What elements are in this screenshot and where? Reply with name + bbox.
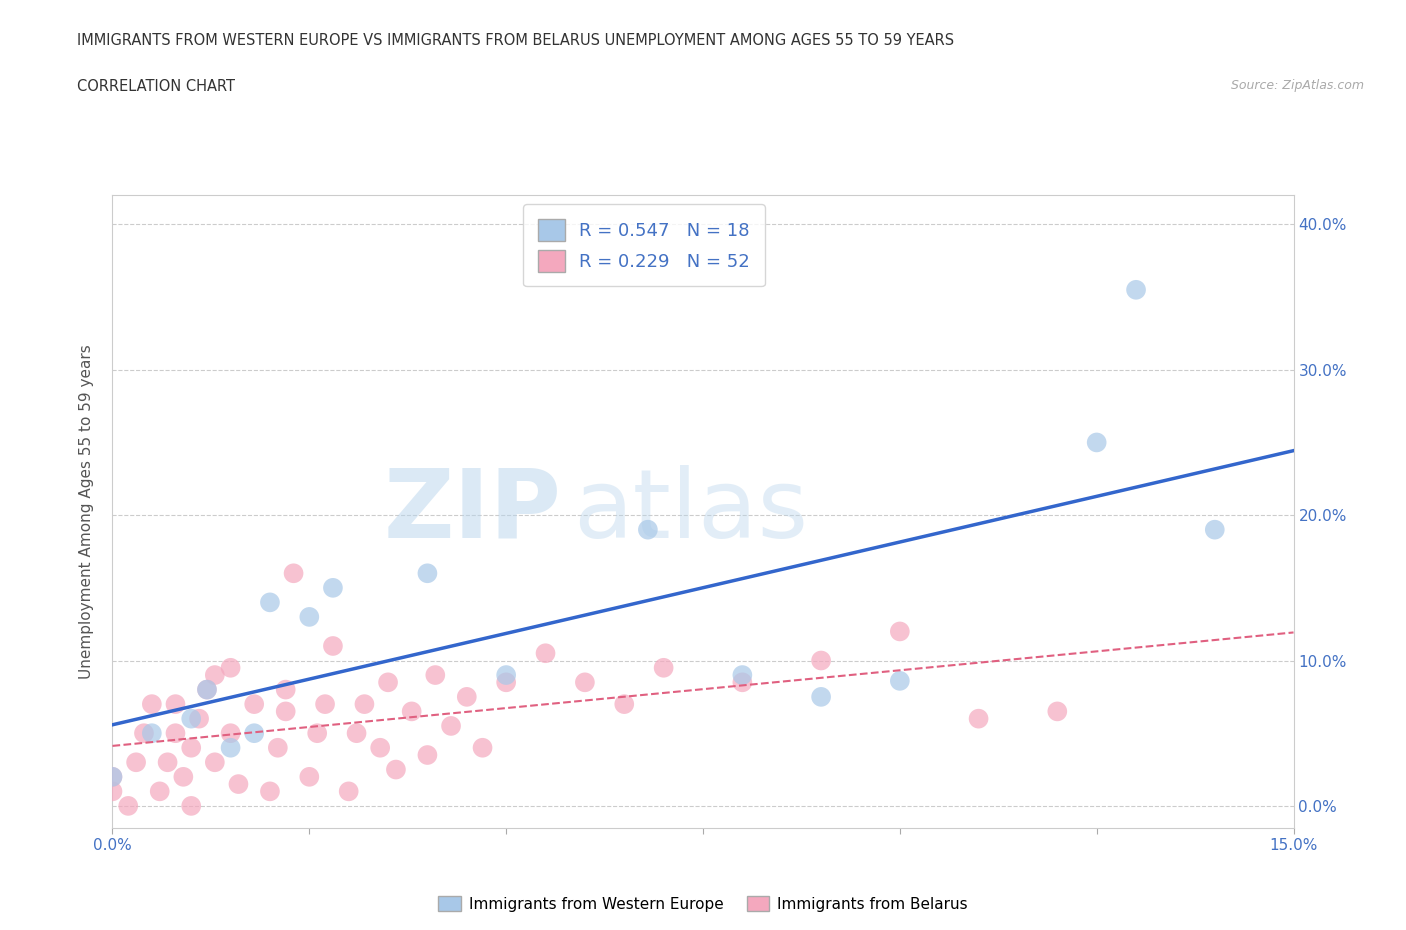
Point bbox=[810, 689, 832, 704]
Text: Source: ZipAtlas.com: Source: ZipAtlas.com bbox=[1230, 79, 1364, 92]
Point bbox=[731, 675, 754, 690]
Point bbox=[416, 748, 439, 763]
Text: IMMIGRANTS FROM WESTERN EUROPE VS IMMIGRANTS FROM BELARUS UNEMPLOYMENT AMONG AGE: IMMIGRANTS FROM WESTERN EUROPE VS IMMIGR… bbox=[77, 33, 955, 47]
Point bbox=[1125, 283, 1147, 298]
Point bbox=[195, 682, 218, 697]
Text: ZIP: ZIP bbox=[384, 465, 561, 558]
Point bbox=[967, 711, 990, 726]
Point bbox=[149, 784, 172, 799]
Point bbox=[219, 740, 242, 755]
Point bbox=[204, 668, 226, 683]
Point bbox=[101, 784, 124, 799]
Point bbox=[307, 725, 329, 740]
Point bbox=[165, 725, 187, 740]
Point bbox=[141, 697, 163, 711]
Point bbox=[1085, 435, 1108, 450]
Point bbox=[259, 784, 281, 799]
Y-axis label: Unemployment Among Ages 55 to 59 years: Unemployment Among Ages 55 to 59 years bbox=[79, 344, 94, 679]
Point bbox=[101, 769, 124, 784]
Point bbox=[283, 565, 305, 580]
Point bbox=[425, 668, 447, 683]
Point bbox=[810, 653, 832, 668]
Point bbox=[495, 675, 517, 690]
Point bbox=[377, 675, 399, 690]
Point bbox=[346, 725, 368, 740]
Point bbox=[613, 697, 636, 711]
Point bbox=[637, 523, 659, 538]
Legend: R = 0.547   N = 18, R = 0.229   N = 52: R = 0.547 N = 18, R = 0.229 N = 52 bbox=[523, 205, 765, 286]
Point bbox=[298, 609, 321, 624]
Point bbox=[652, 660, 675, 675]
Point bbox=[368, 740, 391, 755]
Point bbox=[322, 580, 344, 595]
Text: CORRELATION CHART: CORRELATION CHART bbox=[77, 79, 235, 94]
Point bbox=[314, 697, 336, 711]
Point bbox=[274, 682, 297, 697]
Point bbox=[180, 799, 202, 814]
Point bbox=[156, 755, 179, 770]
Point bbox=[219, 660, 242, 675]
Point bbox=[274, 704, 297, 719]
Point bbox=[322, 639, 344, 654]
Point bbox=[117, 799, 139, 814]
Point bbox=[228, 777, 250, 791]
Point bbox=[180, 740, 202, 755]
Text: atlas: atlas bbox=[574, 465, 808, 558]
Point bbox=[456, 689, 478, 704]
Point bbox=[298, 769, 321, 784]
Point bbox=[180, 711, 202, 726]
Point bbox=[195, 682, 218, 697]
Point bbox=[471, 740, 494, 755]
Point bbox=[204, 755, 226, 770]
Point bbox=[101, 769, 124, 784]
Point bbox=[1204, 523, 1226, 538]
Point bbox=[353, 697, 375, 711]
Point bbox=[243, 697, 266, 711]
Point bbox=[243, 725, 266, 740]
Point bbox=[125, 755, 148, 770]
Point bbox=[889, 673, 911, 688]
Point bbox=[267, 740, 290, 755]
Point bbox=[416, 565, 439, 580]
Point bbox=[141, 725, 163, 740]
Legend: Immigrants from Western Europe, Immigrants from Belarus: Immigrants from Western Europe, Immigran… bbox=[432, 889, 974, 918]
Point bbox=[440, 719, 463, 734]
Point bbox=[165, 697, 187, 711]
Point bbox=[337, 784, 360, 799]
Point bbox=[259, 595, 281, 610]
Point bbox=[534, 645, 557, 660]
Point bbox=[574, 675, 596, 690]
Point bbox=[1046, 704, 1069, 719]
Point bbox=[401, 704, 423, 719]
Point bbox=[889, 624, 911, 639]
Point bbox=[188, 711, 211, 726]
Point bbox=[172, 769, 194, 784]
Point bbox=[731, 668, 754, 683]
Point bbox=[385, 762, 408, 777]
Point bbox=[495, 668, 517, 683]
Point bbox=[132, 725, 155, 740]
Point bbox=[219, 725, 242, 740]
